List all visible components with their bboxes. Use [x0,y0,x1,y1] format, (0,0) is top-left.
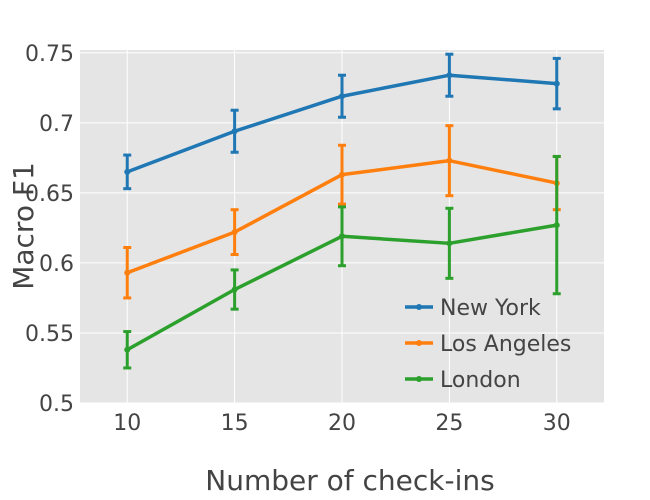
y-tick-label: 0.75 [25,42,74,67]
data-point [231,229,238,236]
legend-item: New York [405,296,541,321]
x-tick-label: 25 [435,411,463,436]
y-tick-label: 0.55 [25,322,74,347]
legend-swatch-marker [416,340,422,346]
legend-label: New York [440,296,541,321]
data-point [124,269,131,276]
data-point [231,128,238,135]
x-axis-ticks: 10 15 20 25 30 [113,411,571,436]
data-point [339,93,345,100]
data-point [124,168,131,175]
x-axis-title: Number of check-ins [205,464,494,497]
legend-label: Los Angeles [440,332,571,357]
legend-swatch-marker [416,304,422,310]
series-group [123,52,561,370]
x-tick-label: 15 [221,411,249,436]
legend: New York Los Angeles London [405,296,571,393]
legend-label: London [440,368,521,393]
data-point [446,157,453,164]
y-tick-label: 0.65 [25,182,74,207]
y-tick-label: 0.5 [39,392,74,417]
data-point [339,171,345,178]
data-point [339,233,345,240]
x-tick-label: 10 [113,411,141,436]
y-tick-label: 0.6 [39,252,74,277]
data-point [124,346,131,353]
series-new-york [123,52,561,191]
legend-item: Los Angeles [405,332,571,357]
x-tick-label: 20 [328,411,356,436]
data-point [446,72,453,79]
data-point [553,222,560,229]
legend-item: London [405,368,521,393]
data-point [553,80,560,87]
y-axis-title: Macro F1 [7,162,40,290]
data-point [446,240,453,247]
data-point [231,286,238,293]
legend-swatch-marker [416,376,422,382]
x-tick-label: 30 [543,411,571,436]
y-axis-ticks: 0.5 0.55 0.6 0.65 0.7 0.75 [25,42,74,417]
y-tick-label: 0.7 [39,112,74,137]
series-london [123,154,561,370]
